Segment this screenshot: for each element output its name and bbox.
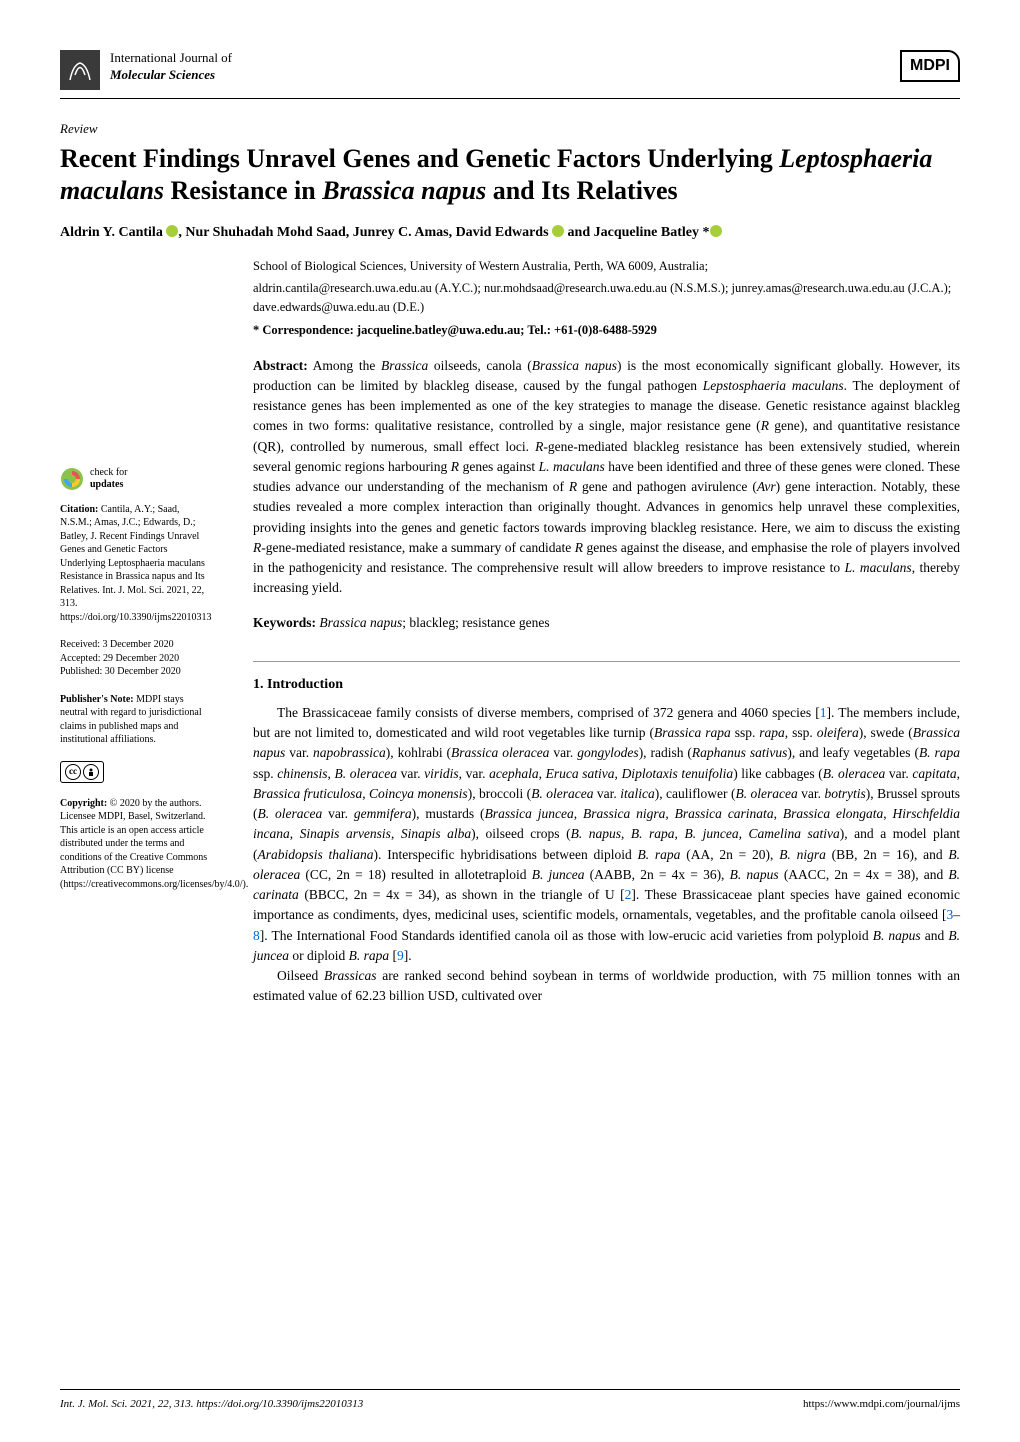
cc-license-badge: cc [60,761,213,783]
check-for-updates[interactable]: check for updates [60,467,213,491]
publisher-note-block: Publisher's Note: MDPI stays neutral wit… [60,693,213,747]
body-column: School of Biological Sciences, Universit… [225,257,960,1007]
footer-left: Int. J. Mol. Sci. 2021, 22, 313. https:/… [60,1396,363,1413]
dates-block: Received: 3 December 2020 Accepted: 29 D… [60,638,213,679]
citation-text: Cantila, A.Y.; Saad, N.S.M.; Amas, J.C.;… [60,504,212,623]
check-updates-icon [60,467,84,491]
authors-list: Aldrin Y. Cantila , Nur Shuhadah Mohd Sa… [60,222,960,243]
article-title: Recent Findings Unravel Genes and Geneti… [60,143,960,208]
abstract-text: Among the Brassica oilseeds, canola (Bra… [253,358,960,596]
check-updates-line2: updates [90,479,127,491]
copyright-block: Copyright: © 2020 by the authors. Licens… [60,797,213,892]
keywords: Keywords: Brassica napus; blackleg; resi… [253,613,960,633]
sidebar: check for updates Citation: Cantila, A.Y… [60,257,225,1007]
footer-right: https://www.mdpi.com/journal/ijms [803,1396,960,1413]
accepted-date: Accepted: 29 December 2020 [60,652,213,666]
journal-logo-icon [60,50,100,90]
publisher-note-label: Publisher's Note: [60,694,134,705]
copyright-text: © 2020 by the authors. Licensee MDPI, Ba… [60,798,248,890]
article-type: Review [60,119,960,139]
by-icon [83,764,99,780]
author-emails: aldrin.cantila@research.uwa.edu.au (A.Y.… [253,279,960,317]
publisher-logo: MDPI [900,50,960,82]
page-footer: Int. J. Mol. Sci. 2021, 22, 313. https:/… [60,1389,960,1413]
check-updates-label: check for updates [90,467,127,491]
affiliation: School of Biological Sciences, Universit… [253,257,960,276]
received-date: Received: 3 December 2020 [60,638,213,652]
journal-name-line2: Molecular Sciences [110,67,232,84]
abstract: Abstract: Among the Brassica oilseeds, c… [253,356,960,599]
abstract-label: Abstract: [253,358,308,373]
keywords-text: Brassica napus; blackleg; resistance gen… [319,615,549,630]
published-date: Published: 30 December 2020 [60,665,213,679]
copyright-label: Copyright: [60,798,107,809]
journal-name-line1: International Journal of [110,50,232,67]
page-header: International Journal of Molecular Scien… [60,50,960,99]
correspondence: * Correspondence: jacqueline.batley@uwa.… [253,321,960,340]
section-1-para-2: Oilseed Brassicas are ranked second behi… [253,966,960,1007]
citation-label: Citation: [60,504,98,515]
journal-identity: International Journal of Molecular Scien… [60,50,232,90]
section-divider [253,661,960,662]
cc-icon: cc [65,764,81,780]
keywords-label: Keywords: [253,615,316,630]
section-1-para-1: The Brassicaceae family consists of dive… [253,703,960,966]
citation-block: Citation: Cantila, A.Y.; Saad, N.S.M.; A… [60,503,213,625]
check-updates-line1: check for [90,467,127,479]
journal-name: International Journal of Molecular Scien… [110,50,232,84]
section-1-heading: 1. Introduction [253,674,960,695]
